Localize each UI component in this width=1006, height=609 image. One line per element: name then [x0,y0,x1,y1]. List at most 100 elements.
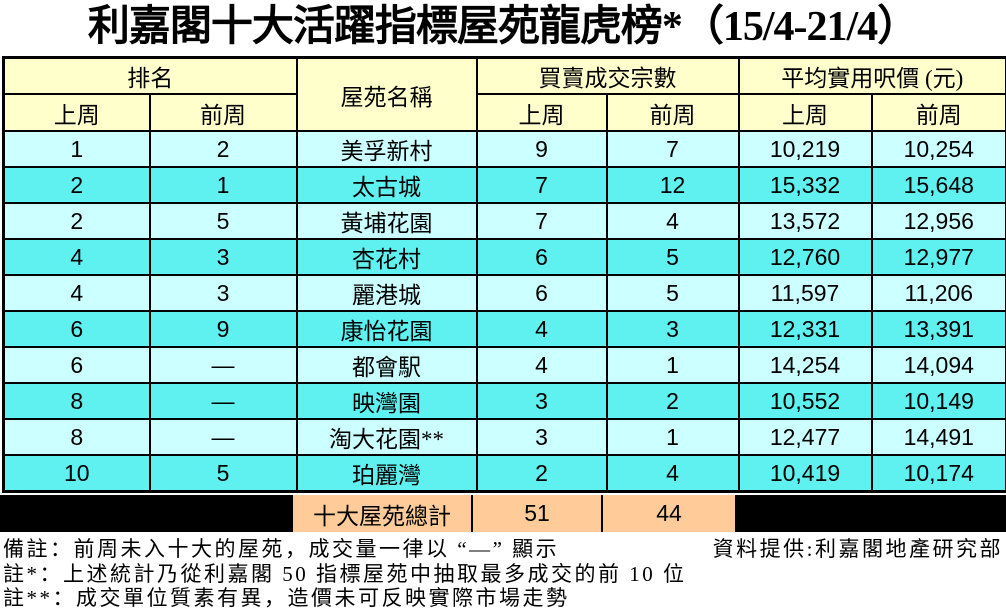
volume-group-header: 買賣成交宗數 [475,56,740,95]
volume-last-cell: 7 [475,202,608,240]
table-header: 排名 屋苑名稱 買賣成交宗數 平均實用呎價 (元) 上周 前周 上周 前周 上周… [2,56,1006,132]
volume-last-cell: 3 [475,418,608,456]
volume-prev-cell: 1 [605,346,740,384]
estate-name-cell: 珀麗灣 [295,454,478,493]
rank-last-cell: 4 [2,238,151,276]
rank-prev-week-header: 前周 [148,93,298,132]
rank-prev-cell: 5 [148,202,298,240]
rank-last-cell: 4 [2,274,151,312]
price-prev-cell: 11,206 [870,274,1006,312]
total-row-band: 十大屋苑總計 51 44 [0,495,1006,532]
estate-name-cell: 映灣園 [295,382,478,420]
estate-name-cell: 杏花村 [295,238,478,276]
table-row: 6 — 都會駅 4 1 14,254 14,094 [2,346,1006,384]
price-last-cell: 15,332 [737,166,873,204]
volume-last-cell: 2 [475,454,608,493]
rank-last-cell: 10 [2,454,151,493]
rank-last-cell: 2 [2,166,151,204]
table-row: 8 — 映灣園 3 2 10,552 10,149 [2,382,1006,420]
rank-last-week-header: 上周 [2,93,151,132]
table-row: 4 3 麗港城 6 5 11,597 11,206 [2,274,1006,312]
price-prev-cell: 10,254 [870,130,1006,168]
rank-prev-cell: 2 [148,130,298,168]
price-prev-cell: 12,977 [870,238,1006,276]
volume-prev-cell: 4 [605,454,740,493]
remark-text: 備註：前周未入十大的屋苑，成交量一律以 “—” 顯示 [3,537,560,561]
rank-prev-cell: — [148,418,298,456]
estate-name-cell: 太古城 [295,166,478,204]
table-row: 1 2 美孚新村 9 7 10,219 10,254 [2,130,1006,168]
volume-prev-cell: 7 [605,130,740,168]
price-prev-cell: 10,149 [870,382,1006,420]
volume-prev-cell: 5 [605,238,740,276]
price-prev-cell: 10,174 [870,454,1006,493]
volume-prev-cell: 4 [605,202,740,240]
price-group-header: 平均實用呎價 (元) [737,56,1006,95]
rank-last-cell: 6 [2,346,151,384]
table-row: 8 — 淘大花園** 3 1 12,477 14,491 [2,418,1006,456]
volume-prev-cell: 3 [605,310,740,348]
volume-last-cell: 7 [475,166,608,204]
price-prev-cell: 14,491 [870,418,1006,456]
rank-last-cell: 1 [2,130,151,168]
table-body: 1 2 美孚新村 9 7 10,219 10,254 2 1 太古城 7 12 … [2,130,1006,493]
rank-last-cell: 8 [2,418,151,456]
total-row: 十大屋苑總計 51 44 [293,495,735,532]
total-volume-prev-cell: 44 [603,495,735,532]
table-row: 2 1 太古城 7 12 15,332 15,648 [2,166,1006,204]
footnotes: 備註：前周未入十大的屋苑，成交量一律以 “—” 顯示 資料提供:利嘉閣地產研究部… [0,537,1006,609]
rank-last-cell: 8 [2,382,151,420]
price-last-cell: 12,477 [737,418,873,456]
estate-name-cell: 都會駅 [295,346,478,384]
estate-name-cell: 麗港城 [295,274,478,312]
price-prev-cell: 12,956 [870,202,1006,240]
volume-prev-cell: 2 [605,382,740,420]
volume-prev-cell: 1 [605,418,740,456]
rank-last-cell: 2 [2,202,151,240]
price-last-cell: 13,572 [737,202,873,240]
volume-last-cell: 6 [475,274,608,312]
header-group-row: 排名 屋苑名稱 買賣成交宗數 平均實用呎價 (元) [2,56,1006,132]
volume-prev-week-header: 前周 [605,93,740,132]
rank-prev-cell: — [148,382,298,420]
estate-name-cell: 康怡花園 [295,310,478,348]
price-last-cell: 10,419 [737,454,873,493]
volume-prev-cell: 5 [605,274,740,312]
estate-name-cell: 黃埔花園 [295,202,478,240]
price-last-cell: 12,760 [737,238,873,276]
volume-last-cell: 3 [475,382,608,420]
rank-prev-cell: 3 [148,238,298,276]
rank-prev-cell: — [148,346,298,384]
source-credit: 資料提供:利嘉閣地產研究部 [712,537,1003,561]
ranking-table: 排名 屋苑名稱 買賣成交宗數 平均實用呎價 (元) 上周 前周 上周 前周 上周… [2,56,1006,493]
total-label-cell: 十大屋苑總計 [293,495,473,532]
page-title: 利嘉閣十大活躍指標屋苑龍虎榜*（15/4-21/4） [87,4,919,50]
header-sub-row: 上周 前周 上周 前周 上周 前周 [2,93,1006,132]
price-prev-cell: 14,094 [870,346,1006,384]
rank-prev-cell: 3 [148,274,298,312]
rank-prev-cell: 9 [148,310,298,348]
volume-last-cell: 9 [475,130,608,168]
volume-last-week-header: 上周 [475,93,608,132]
footnote-star: 註*：上述統計乃從利嘉閣 50 指標屋苑中抽取最多成交的前 10 位 [3,561,687,586]
table-row: 2 5 黃埔花園 7 4 13,572 12,956 [2,202,1006,240]
table-row: 4 3 杏花村 6 5 12,760 12,977 [2,238,1006,276]
volume-prev-cell: 12 [605,166,740,204]
rank-prev-cell: 1 [148,166,298,204]
price-prev-week-header: 前周 [870,93,1006,132]
volume-last-cell: 6 [475,238,608,276]
volume-last-cell: 4 [475,346,608,384]
price-last-cell: 14,254 [737,346,873,384]
rank-last-cell: 6 [2,310,151,348]
price-last-week-header: 上周 [737,93,873,132]
estate-name-header: 屋苑名稱 [295,56,478,132]
footnote-line-1: 備註：前周未入十大的屋苑，成交量一律以 “—” 顯示 資料提供:利嘉閣地產研究部 [3,537,1003,562]
table-row: 10 5 珀麗灣 2 4 10,419 10,174 [2,454,1006,493]
footnote-double-star: 註**：成交單位質素有異，造價未可反映實際市場走勢 [3,586,570,609]
total-volume-last-cell: 51 [473,495,603,532]
rank-group-header: 排名 [2,56,298,95]
estate-name-cell: 美孚新村 [295,130,478,168]
price-last-cell: 11,597 [737,274,873,312]
estate-name-cell: 淘大花園** [295,418,478,456]
